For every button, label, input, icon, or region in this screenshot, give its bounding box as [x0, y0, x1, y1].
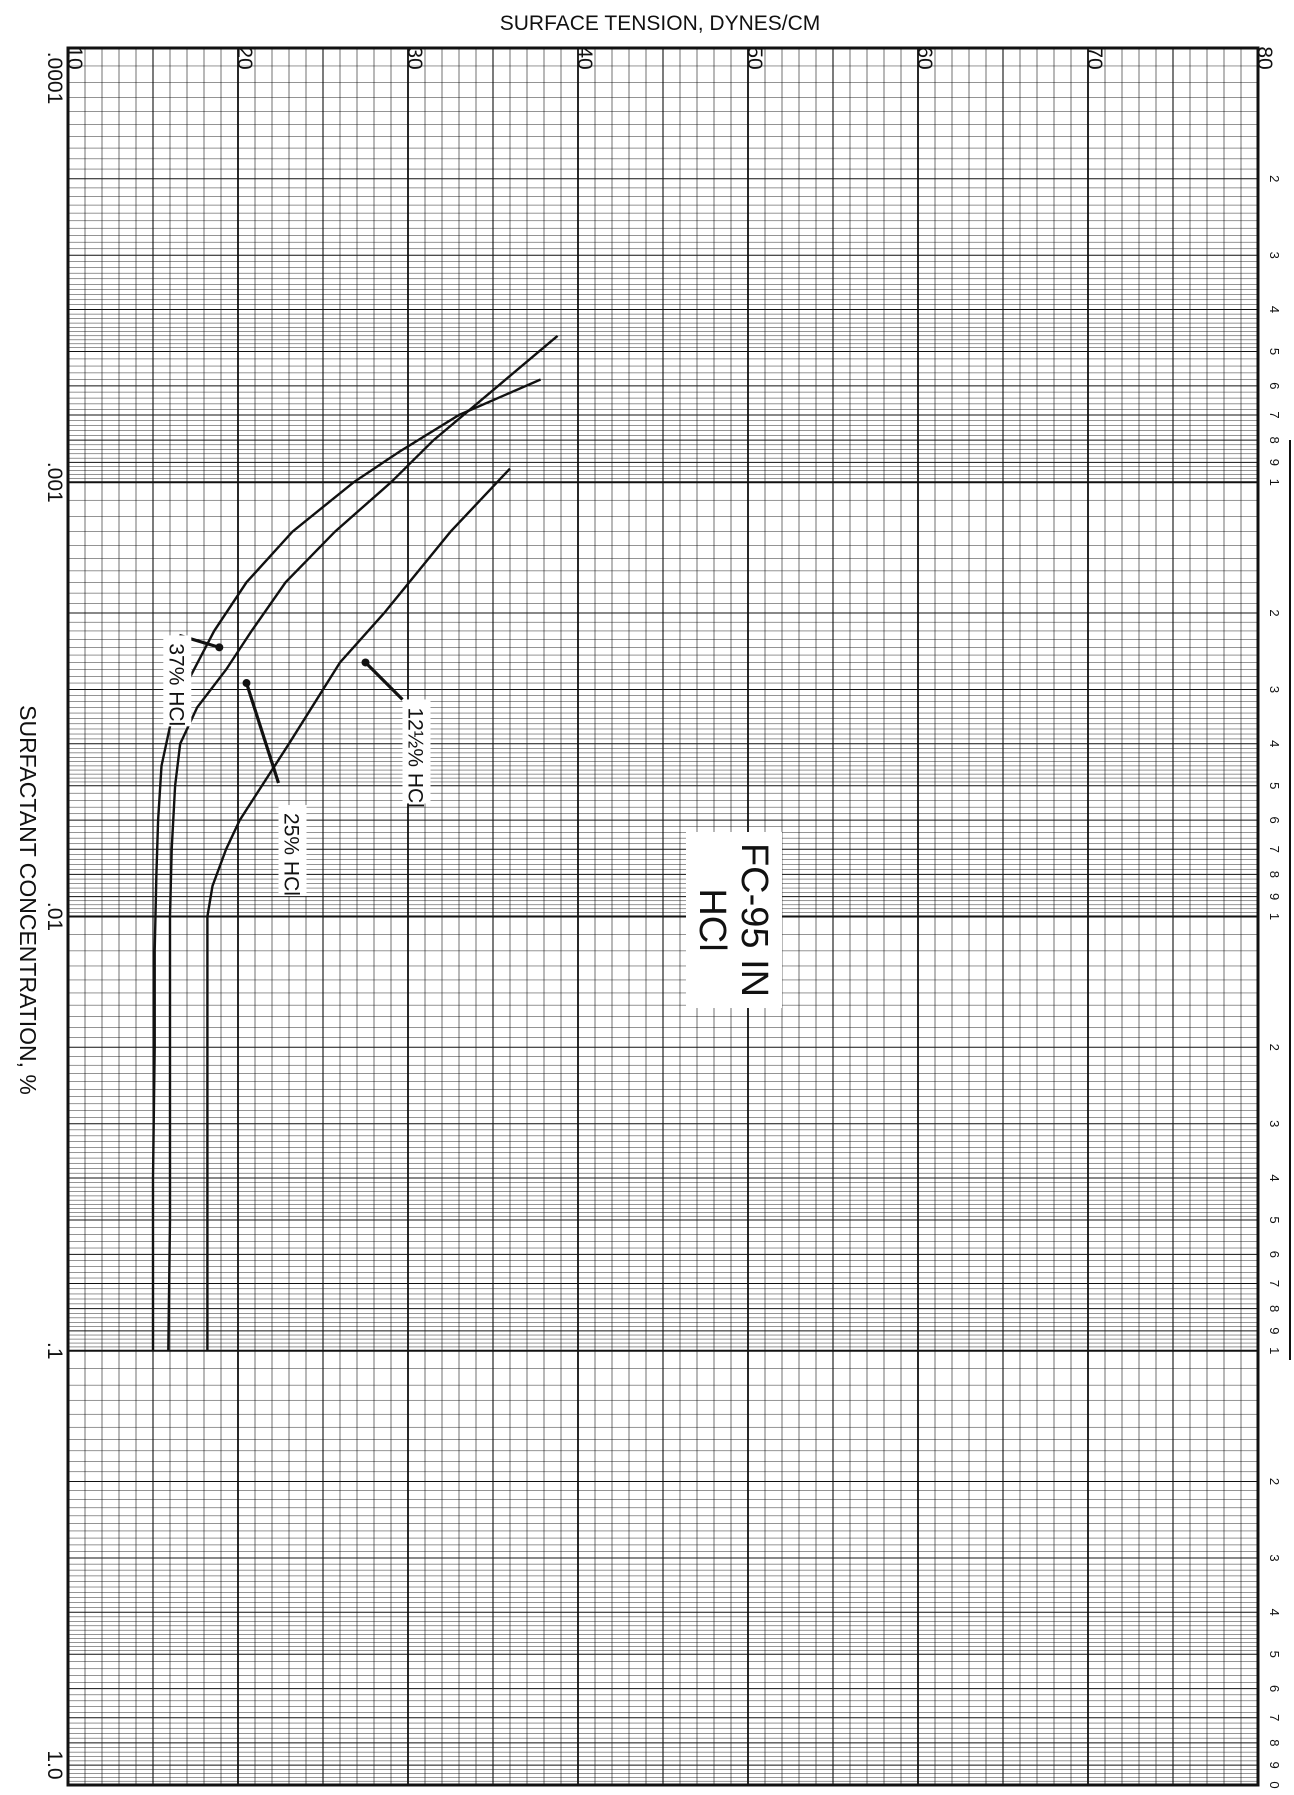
annotation-arrowhead-2 — [242, 679, 251, 688]
annotation-1: 37% HCl — [163, 635, 192, 727]
series-line-2 — [167, 334, 559, 1351]
cycle-digit: 1 — [1267, 913, 1282, 920]
annotation-arrowhead-3 — [361, 658, 370, 667]
cycle-digit: 6 — [1267, 1685, 1282, 1692]
cycle-digit: 3 — [1267, 1554, 1282, 1561]
cycle-digit: 6 — [1267, 382, 1282, 389]
series-line-1 — [151, 378, 542, 1351]
cycle-digit: 4 — [1267, 306, 1282, 313]
annotation-bg-3 — [402, 699, 431, 804]
cycle-digit: 7 — [1267, 846, 1282, 853]
annotation-arrowhead-1 — [215, 643, 224, 652]
cycle-digit: 4 — [1267, 1609, 1282, 1616]
x-tick-label: 1.0 — [43, 1750, 66, 1779]
plot-frame — [66, 46, 1260, 1787]
y-tick-label: 20 — [233, 46, 256, 69]
y-tick-label: 30 — [403, 46, 426, 69]
cycle-digit: 9 — [1267, 459, 1282, 466]
x-tick-label: .1 — [43, 1342, 66, 1360]
chart-title-line-2: HCl — [691, 888, 733, 951]
annotation-label-2: 25% HCl — [280, 813, 303, 896]
cycle-digit: 2 — [1267, 175, 1282, 182]
cycle-digit: 8 — [1267, 437, 1282, 444]
cycle-digit: 7 — [1267, 411, 1282, 418]
cycle-digit: 6 — [1267, 817, 1282, 824]
annotation-bg-2 — [278, 805, 307, 897]
cycle-digit: 4 — [1267, 740, 1282, 747]
y-tick-label: 80 — [1253, 46, 1276, 69]
cycle-digit: 8 — [1267, 1739, 1282, 1746]
y-tick-label: 60 — [913, 46, 936, 69]
cycle-digit: 5 — [1267, 348, 1282, 355]
series-layer: 37% HCl 25% HCl 12½% HCl — [151, 334, 559, 1351]
cycle-digit: 5 — [1267, 1651, 1282, 1658]
cycle-digit: 0 — [1267, 1781, 1282, 1788]
cycle-digit: 7 — [1267, 1280, 1282, 1287]
cycle-digit: 1 — [1267, 479, 1282, 486]
cycle-digit: 8 — [1267, 871, 1282, 878]
annotation-arrow-3 — [364, 661, 404, 701]
annotation-3: 12½% HCl — [402, 699, 431, 808]
y-tick-label: 10 — [63, 46, 86, 69]
cycle-digit: 6 — [1267, 1251, 1282, 1258]
cycle-digit: 3 — [1267, 252, 1282, 259]
x-tick-label: .0001 — [43, 52, 66, 105]
cycle-digit: 8 — [1267, 1305, 1282, 1312]
annotation-arrow-2 — [244, 682, 281, 784]
cycle-digit: 2 — [1267, 609, 1282, 616]
annotation-bg-1 — [163, 635, 192, 727]
cycle-digit: 9 — [1267, 893, 1282, 900]
x-axis-title: SURFACTANT CONCENTRATION, % — [15, 705, 41, 1095]
graph-paper-grid — [67, 47, 1259, 1786]
cycle-digit: 2 — [1267, 1044, 1282, 1051]
cycle-digit: 9 — [1267, 1327, 1282, 1334]
cycle-digit: 1 — [1267, 1347, 1282, 1354]
chart-title-line-1: FC-95 IN — [733, 843, 775, 997]
cycle-digit: 7 — [1267, 1714, 1282, 1721]
y-tick-label: 70 — [1083, 46, 1106, 69]
x-tick-label: .01 — [43, 902, 66, 931]
annotation-2: 25% HCl — [278, 805, 307, 897]
y-tick-label: 40 — [573, 46, 596, 69]
cycle-digit: 5 — [1267, 1216, 1282, 1223]
chart-title-box: FC-95 IN HCl — [686, 832, 782, 1008]
annotation-label-1: 37% HCl — [164, 643, 187, 726]
cycle-digit: 9 — [1267, 1762, 1282, 1769]
cycle-digit: 3 — [1267, 1120, 1282, 1127]
y-tick-label: 50 — [743, 46, 766, 69]
series-line-3 — [206, 467, 511, 1351]
x-tick-label: .001 — [43, 462, 66, 503]
cycle-digit: 3 — [1267, 686, 1282, 693]
y-axis-title: SURFACE TENSION, DYNES/CM — [500, 12, 821, 35]
cycle-digit: 5 — [1267, 782, 1282, 789]
cycle-digit: 2 — [1267, 1478, 1282, 1485]
cycle-digit: 4 — [1267, 1174, 1282, 1181]
tick-labels: 10 20 30 40 50 60 70 80.0001.001.01.11.02345678… — [43, 46, 1282, 1788]
annotation-label-3: 12½% HCl — [404, 707, 427, 807]
